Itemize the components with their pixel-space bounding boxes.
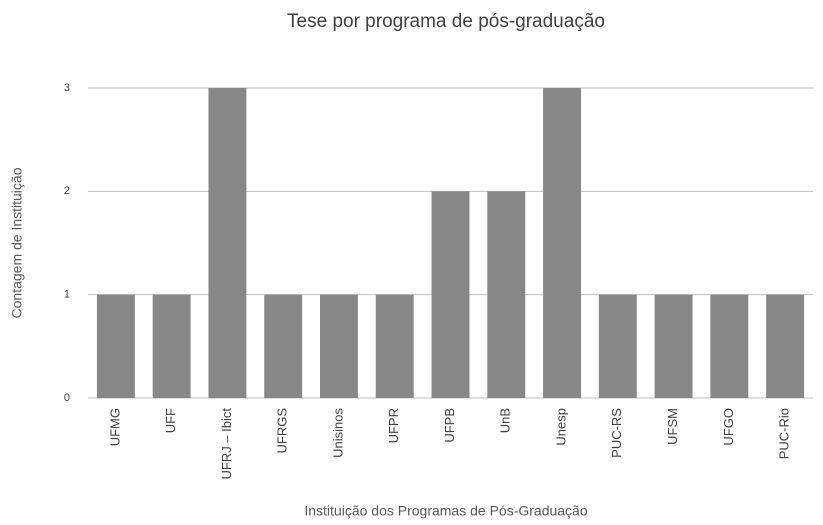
y-axis-label: Contagem de Instituição	[9, 167, 25, 318]
x-tick-label: Unisinos	[330, 408, 345, 458]
chart-title: Tese por programa de pós-graduação	[287, 11, 605, 32]
x-tick-label: UnB	[498, 408, 513, 433]
x-tick-label: UFRGS	[275, 408, 290, 454]
x-axis-label: Instituição dos Programas de Pós-Graduaç…	[304, 503, 587, 519]
bar	[710, 294, 749, 398]
x-tick-label: UFPB	[442, 408, 457, 443]
y-tick-label: 2	[64, 185, 70, 197]
x-tick-label: UFMG	[107, 408, 122, 446]
bar	[375, 294, 414, 398]
x-tick-label: UFF	[163, 408, 178, 433]
bar	[487, 191, 526, 398]
bar	[320, 294, 358, 398]
bar	[264, 294, 303, 398]
bar	[654, 294, 693, 398]
bar	[598, 294, 637, 398]
x-tick-label: PUC-Rio	[777, 408, 792, 459]
x-tick-label: Unesp	[553, 408, 568, 446]
y-tick-label: 0	[64, 392, 70, 404]
y-tick-label: 3	[64, 82, 70, 94]
bar	[152, 294, 191, 398]
bar	[431, 191, 470, 398]
y-tick-label: 1	[64, 289, 70, 301]
x-tick-label: PUC-RS	[609, 408, 624, 458]
x-tick-label: UFRJ – Ibict	[219, 408, 234, 480]
x-tick-label: UFSM	[665, 408, 680, 445]
bar	[96, 294, 135, 398]
x-tick-label: UFGO	[721, 408, 736, 446]
x-tick-label: UFPR	[386, 408, 401, 443]
bar	[208, 88, 247, 398]
bar	[766, 294, 805, 398]
bar	[543, 88, 581, 398]
